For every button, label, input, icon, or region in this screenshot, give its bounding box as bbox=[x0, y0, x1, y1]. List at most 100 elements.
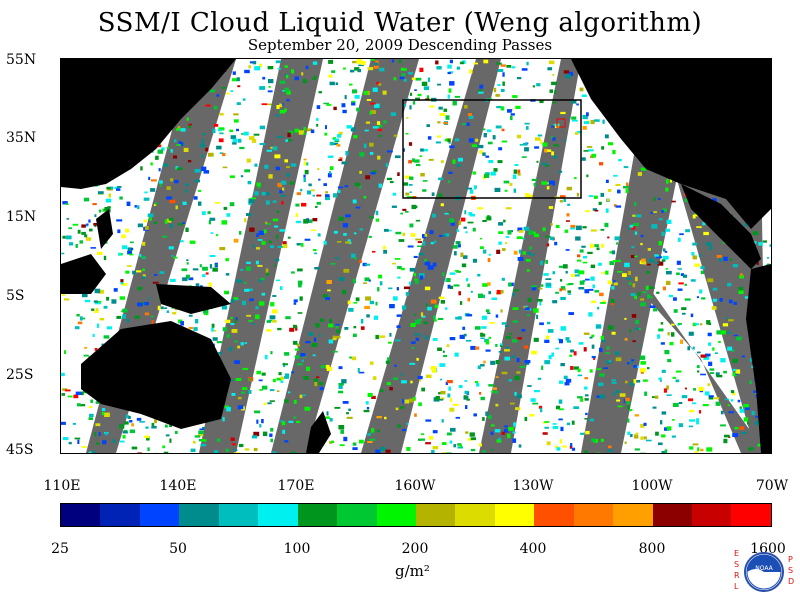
cloud-water-pixel bbox=[396, 314, 402, 317]
cloud-water-pixel bbox=[390, 112, 397, 116]
cloud-water-pixel bbox=[314, 75, 317, 80]
cloud-water-pixel bbox=[352, 278, 356, 284]
cloud-water-pixel bbox=[256, 370, 261, 375]
colorbar-swatch bbox=[652, 504, 692, 526]
cloud-water-pixel bbox=[367, 90, 370, 96]
cloud-water-pixel bbox=[282, 429, 286, 434]
cloud-water-pixel bbox=[498, 222, 504, 226]
cloud-water-pixel bbox=[512, 339, 518, 343]
cloud-water-pixel bbox=[485, 172, 490, 175]
cloud-water-pixel bbox=[421, 433, 425, 436]
cloud-water-pixel bbox=[440, 300, 445, 304]
cloud-water-pixel bbox=[684, 387, 687, 390]
cloud-water-pixel bbox=[303, 158, 307, 161]
cloud-water-pixel bbox=[391, 205, 397, 208]
cloud-water-pixel bbox=[591, 344, 595, 349]
cloud-water-pixel bbox=[325, 194, 330, 197]
cloud-water-pixel bbox=[314, 267, 320, 270]
cloud-water-pixel bbox=[267, 402, 272, 405]
cloud-water-pixel bbox=[411, 77, 416, 80]
cloud-water-pixel bbox=[336, 329, 341, 334]
cloud-water-pixel bbox=[192, 268, 199, 271]
cloud-water-pixel bbox=[671, 435, 676, 438]
cloud-water-pixel bbox=[174, 139, 177, 143]
cloud-water-pixel bbox=[630, 293, 636, 297]
cloud-water-pixel bbox=[607, 280, 613, 285]
cloud-water-pixel bbox=[125, 270, 130, 274]
cloud-water-pixel bbox=[338, 216, 344, 221]
cloud-water-pixel bbox=[701, 297, 706, 300]
cloud-water-pixel bbox=[603, 367, 608, 369]
cloud-water-pixel bbox=[525, 305, 528, 308]
cloud-water-pixel bbox=[689, 446, 694, 450]
cloud-water-pixel bbox=[256, 247, 260, 250]
cloud-water-pixel bbox=[692, 346, 695, 350]
cloud-water-pixel bbox=[732, 368, 737, 372]
colorbar-swatch bbox=[534, 504, 574, 526]
cloud-water-pixel bbox=[488, 253, 491, 256]
cloud-water-pixel bbox=[363, 195, 367, 199]
cloud-water-pixel bbox=[546, 441, 551, 446]
cloud-water-pixel bbox=[684, 283, 687, 286]
colorbar-units: g/m² bbox=[395, 562, 430, 580]
cloud-water-pixel bbox=[560, 195, 566, 199]
cloud-water-pixel bbox=[573, 351, 577, 356]
cloud-water-pixel bbox=[571, 99, 577, 104]
cloud-water-pixel bbox=[479, 150, 483, 154]
cloud-water-pixel bbox=[226, 213, 231, 217]
cloud-water-pixel bbox=[61, 372, 65, 377]
cloud-water-pixel bbox=[159, 182, 162, 187]
colorbar-swatch bbox=[258, 504, 298, 526]
cloud-water-pixel bbox=[296, 420, 301, 424]
cloud-water-pixel bbox=[415, 219, 421, 222]
cloud-water-pixel bbox=[559, 339, 563, 344]
cloud-water-pixel bbox=[716, 330, 722, 335]
cloud-water-pixel bbox=[735, 372, 738, 376]
cloud-water-pixel bbox=[509, 183, 513, 186]
cloud-water-pixel bbox=[94, 348, 98, 351]
cloud-water-pixel bbox=[506, 65, 512, 68]
land-central-america bbox=[681, 184, 761, 269]
cloud-water-pixel bbox=[722, 241, 725, 244]
cloud-water-pixel bbox=[583, 332, 590, 335]
cloud-water-pixel bbox=[263, 229, 267, 234]
cloud-water-pixel bbox=[329, 441, 333, 444]
cloud-water-pixel bbox=[385, 360, 390, 364]
cloud-water-pixel bbox=[449, 272, 456, 275]
cloud-water-pixel bbox=[378, 274, 383, 279]
cloud-water-pixel bbox=[708, 361, 713, 366]
cloud-water-pixel bbox=[211, 327, 214, 332]
land-borneo bbox=[61, 254, 106, 294]
cloud-water-pixel bbox=[536, 83, 541, 87]
cloud-water-pixel bbox=[418, 402, 422, 407]
cloud-water-pixel bbox=[410, 380, 413, 384]
cloud-water-pixel bbox=[281, 201, 284, 205]
cloud-water-pixel bbox=[583, 121, 590, 125]
cloud-water-pixel bbox=[248, 377, 251, 382]
cloud-water-pixel bbox=[244, 169, 251, 173]
cloud-water-pixel bbox=[482, 283, 488, 287]
cloud-water-pixel bbox=[712, 347, 715, 351]
cloud-water-pixel bbox=[89, 413, 94, 417]
cloud-water-pixel bbox=[203, 170, 210, 174]
cloud-water-pixel bbox=[470, 290, 473, 293]
cloud-water-pixel bbox=[238, 138, 242, 143]
cloud-water-pixel bbox=[277, 390, 280, 392]
cloud-water-pixel bbox=[715, 372, 720, 377]
cloud-water-pixel bbox=[677, 268, 682, 270]
cloud-water-pixel bbox=[746, 420, 749, 425]
cloud-water-pixel bbox=[67, 395, 73, 398]
cloud-water-pixel bbox=[408, 281, 411, 286]
cloud-water-pixel bbox=[532, 85, 535, 88]
cloud-water-pixel bbox=[553, 124, 560, 126]
map-title: SSM/I Cloud Liquid Water (Weng algorithm… bbox=[97, 8, 703, 38]
cloud-water-pixel bbox=[430, 299, 437, 304]
cloud-water-pixel bbox=[225, 448, 229, 452]
cloud-water-pixel bbox=[122, 434, 126, 439]
cloud-water-pixel bbox=[743, 404, 749, 408]
cloud-water-pixel bbox=[640, 361, 646, 365]
cloud-water-pixel bbox=[444, 138, 450, 142]
cloud-water-pixel bbox=[367, 441, 373, 443]
cloud-water-pixel bbox=[74, 326, 80, 330]
cloud-water-pixel bbox=[356, 59, 363, 64]
